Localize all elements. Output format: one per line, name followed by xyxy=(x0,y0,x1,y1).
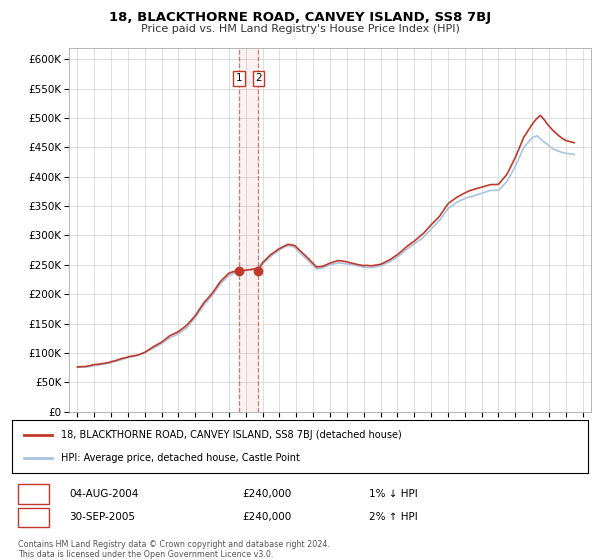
Text: £240,000: £240,000 xyxy=(242,512,292,522)
Bar xyxy=(239,48,259,412)
Text: 1: 1 xyxy=(235,73,242,83)
Text: Contains HM Land Registry data © Crown copyright and database right 2024.: Contains HM Land Registry data © Crown c… xyxy=(18,540,329,549)
Text: 2: 2 xyxy=(30,512,37,522)
Text: 18, BLACKTHORNE ROAD, CANVEY ISLAND, SS8 7BJ (detached house): 18, BLACKTHORNE ROAD, CANVEY ISLAND, SS8… xyxy=(61,430,402,440)
Text: Price paid vs. HM Land Registry's House Price Index (HPI): Price paid vs. HM Land Registry's House … xyxy=(140,24,460,34)
Text: 18, BLACKTHORNE ROAD, CANVEY ISLAND, SS8 7BJ: 18, BLACKTHORNE ROAD, CANVEY ISLAND, SS8… xyxy=(109,11,491,24)
FancyBboxPatch shape xyxy=(18,508,49,527)
Text: 30-SEP-2005: 30-SEP-2005 xyxy=(70,512,136,522)
Text: 1: 1 xyxy=(30,489,37,499)
Text: HPI: Average price, detached house, Castle Point: HPI: Average price, detached house, Cast… xyxy=(61,453,300,463)
Text: £240,000: £240,000 xyxy=(242,489,292,499)
Text: This data is licensed under the Open Government Licence v3.0.: This data is licensed under the Open Gov… xyxy=(18,550,273,559)
Text: 04-AUG-2004: 04-AUG-2004 xyxy=(70,489,139,499)
Text: 2: 2 xyxy=(255,73,262,83)
Text: 2% ↑ HPI: 2% ↑ HPI xyxy=(369,512,418,522)
FancyBboxPatch shape xyxy=(18,484,49,503)
Text: 1% ↓ HPI: 1% ↓ HPI xyxy=(369,489,418,499)
